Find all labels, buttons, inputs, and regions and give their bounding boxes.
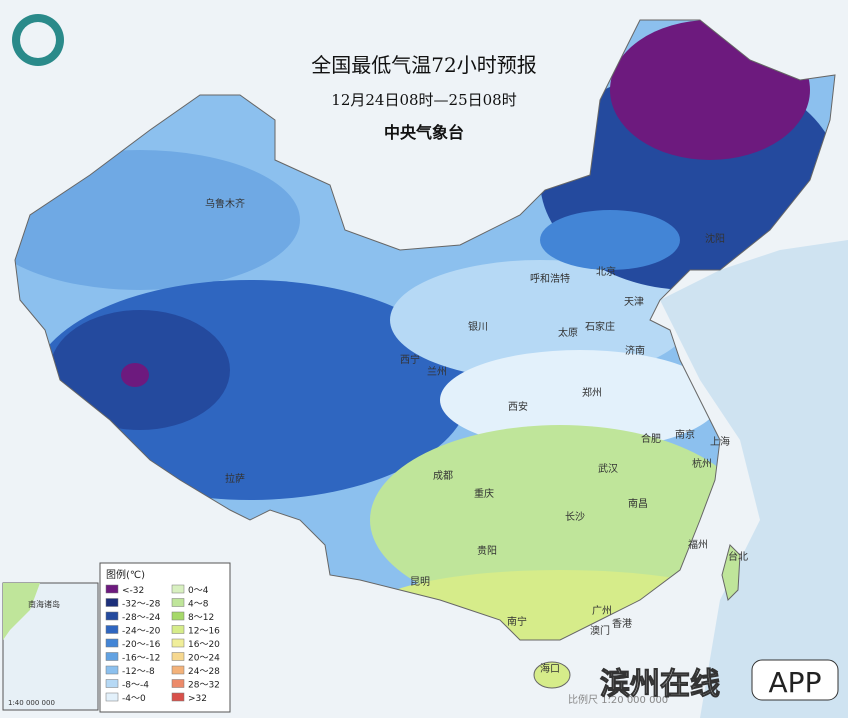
legend-swatch [171, 692, 185, 702]
city: 上海 [710, 435, 730, 448]
city: 重庆 [474, 487, 494, 500]
city: 西宁 [400, 353, 420, 366]
legend-swatch [105, 665, 119, 675]
legend-label: 12～16 [188, 627, 220, 637]
city: 太原 [558, 326, 578, 339]
city: 福州 [688, 538, 708, 551]
city: 合肥 [641, 432, 661, 445]
inset: 南海诸岛 1:40 000 000 [2, 582, 99, 711]
city: 拉萨 [225, 472, 245, 485]
legend-swatch [105, 692, 119, 702]
legend-label: -8～-4 [122, 681, 149, 691]
city: 贵阳 [477, 544, 497, 557]
legend-swatch [171, 679, 185, 688]
city: 西安 [508, 400, 528, 413]
agency: 中央气象台 [384, 123, 464, 142]
city: 南宁 [507, 615, 527, 628]
city: 乌鲁木齐 [205, 197, 245, 210]
city: 武汉 [598, 462, 618, 475]
legend-label: 20～24 [188, 654, 220, 664]
city: 济南 [625, 344, 645, 357]
legend-label: -24～-20 [122, 627, 161, 637]
city: 昆明 [410, 576, 430, 588]
legend-swatch [171, 652, 185, 661]
city: 兰州 [427, 365, 447, 378]
legend-swatch [171, 625, 185, 634]
legend-label: 0～4 [188, 586, 209, 596]
subtitle: 12月24日08时—25日08时 [331, 91, 516, 109]
field [540, 210, 680, 270]
watermark: 滨州在线 [600, 667, 720, 702]
app-label: APP [769, 666, 822, 699]
hainan [533, 661, 571, 689]
legend-label: <-32 [122, 586, 144, 596]
city: 北京 [596, 265, 616, 278]
legend-swatch [105, 625, 119, 634]
legend-label: -28～-24 [122, 613, 161, 623]
map-scale: 比例尺 1:20 000 000 [568, 693, 668, 706]
legend: 图例(℃) <-32 -32～-28 -28～-24 -24～-20 -20～-16 -1… [99, 562, 231, 713]
legend-swatch [171, 638, 185, 648]
legend-label: 8～12 [188, 613, 214, 623]
legend-swatch [105, 584, 119, 594]
logo [20, 22, 56, 58]
city: 成都 [433, 470, 453, 482]
legend-swatch [171, 584, 185, 594]
city: 南京 [675, 428, 695, 441]
city: 香港 [612, 618, 632, 630]
legend-label: 16～20 [188, 640, 220, 650]
legend-label: -16～-12 [122, 654, 160, 664]
legend-swatch [105, 638, 119, 648]
legend-label: 28～32 [188, 681, 220, 691]
legend-label: -20～-16 [122, 640, 161, 650]
city: 广州 [592, 605, 612, 617]
field [440, 350, 720, 450]
legend-swatch [105, 598, 119, 607]
inset-scale: 1:40 000 000 [8, 699, 55, 707]
legend-swatch [105, 611, 119, 621]
city: 呼和浩特 [530, 273, 570, 285]
legend-swatch [171, 611, 185, 621]
legend-swatch [105, 679, 119, 688]
legend-title: 图例(℃) [106, 568, 145, 581]
border [14, 19, 836, 641]
city: 郑州 [582, 386, 602, 399]
city: 长沙 [565, 511, 585, 523]
legend-label: -12～-8 [122, 667, 155, 677]
city: 天津 [624, 296, 644, 308]
legend-swatch [171, 598, 185, 607]
legend-label: -4～0 [122, 694, 146, 704]
city: 海口 [540, 662, 560, 675]
legend-label: -32～-28 [122, 600, 161, 610]
city: 台北 [728, 550, 748, 563]
legend-label: >32 [188, 694, 207, 704]
legend-label: 4～8 [188, 600, 209, 610]
sea [660, 240, 848, 718]
legend-label: 24～28 [188, 667, 220, 677]
title: 全国最低气温72小时预报 [311, 53, 536, 77]
field [390, 260, 690, 380]
field [121, 363, 149, 387]
field [370, 425, 750, 615]
city: 杭州 [692, 457, 712, 470]
inset-land [3, 583, 40, 640]
legend-swatch [171, 665, 185, 675]
legend-frame [99, 562, 231, 713]
city-labels: 乌鲁木齐 呼和浩特 北京 天津 石家庄 太原 银川 西宁 兰州 济南 郑州 西安… [205, 197, 748, 675]
app-badge [751, 659, 839, 701]
city: 南昌 [628, 497, 648, 510]
legend-swatch [105, 652, 119, 661]
city: 澳门 [590, 624, 610, 637]
city: 银川 [468, 320, 488, 333]
inset-label: 南海诸岛 [28, 599, 60, 609]
city: 石家庄 [585, 320, 615, 333]
city: 沈阳 [705, 232, 725, 245]
taiwan [721, 544, 741, 601]
